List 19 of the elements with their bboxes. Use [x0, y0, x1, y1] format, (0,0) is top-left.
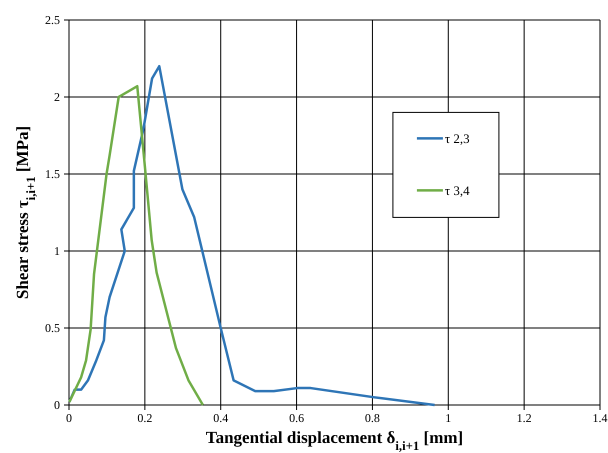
x-tick-label: 0.2 — [137, 411, 152, 425]
line-series — [68, 84, 204, 406]
y-tick-label: 0.5 — [45, 321, 60, 336]
legend-label: τ 2,3 — [444, 130, 470, 146]
x-tick-label: 1.2 — [516, 411, 532, 425]
x-axis-title: Tangential displacement δ$_{i,i+1}$ [mm] — [206, 428, 464, 453]
y-tick-label: 0 — [54, 398, 60, 412]
y-tick-label: 1.5 — [45, 167, 60, 182]
line-series — [68, 64, 436, 406]
x-tick-label: 1 — [445, 411, 452, 425]
x-tick-label: 0.4 — [213, 411, 228, 425]
y-tick-label: 2 — [54, 90, 60, 104]
x-tick-label: 0.6 — [289, 411, 304, 425]
y-tick-label: 2.5 — [45, 13, 60, 28]
legend-label: τ 3,4 — [444, 182, 470, 198]
x-tick-label: 0 — [66, 411, 72, 425]
x-tick-label: 0.8 — [364, 411, 380, 425]
x-tick-label: 1.4 — [592, 411, 608, 425]
y-tick-label: 1 — [54, 244, 60, 258]
